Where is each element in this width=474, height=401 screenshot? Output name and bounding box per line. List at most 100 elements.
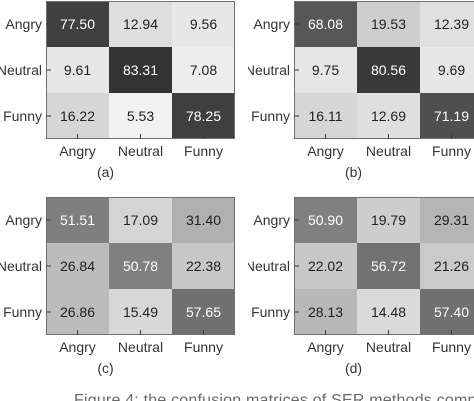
heatmap-b-cell-2-1 [357,93,420,139]
heatmap-a-col-label-2: Funny [184,143,223,159]
heatmap-d-value-0-1: 19.79 [371,212,406,228]
heatmap-a-cell-1-1 [109,47,172,93]
heatmap-c-cell-2-0 [46,289,109,335]
heatmap-c-cell-0-2 [172,197,235,243]
heatmap-a-col-label-0: Angry [59,143,96,159]
heatmap-a-panel-label: (a) [97,164,114,180]
heatmap-d-value-1-1: 56.72 [371,258,406,274]
heatmap-c-value-1-1: 50.78 [123,258,158,274]
heatmap-b-value-0-2: 12.39 [434,16,469,32]
heatmap-a-value-0-0: 77.50 [60,16,95,32]
confusion-matrix-a: 77.50 12.94 9.56 9.61 83.31 7.08 16.22 5.53 78.2… [0,0,237,190]
heatmap-b-value-2-1: 12.69 [371,108,406,124]
heatmap-a-value-0-2: 9.56 [190,16,217,32]
heatmap-d-svg: 50.90 19.79 29.31 22.02 56.72 21.26 28.13 14.48… [248,197,474,376]
heatmap-d-row-label-0: Angry [253,212,290,228]
confusion-matrix-d: 50.90 19.79 29.31 22.02 56.72 21.26 28.13 14.48… [248,196,474,386]
heatmap-b-cell-1-0 [294,47,357,93]
heatmap-a-cell-0-0 [46,1,109,47]
heatmap-a-row-label-0: Angry [5,16,42,32]
heatmap-a-cell-2-1 [109,93,172,139]
heatmap-d-value-2-1: 14.48 [371,304,406,320]
heatmap-c-value-2-1: 15.49 [123,304,158,320]
heatmap-a-value-0-1: 12.94 [123,16,158,32]
confusion-matrix-b: 68.08 19.53 12.39 9.75 80.56 9.69 16.11 12.69 71… [248,0,474,190]
heatmap-c-value-0-1: 17.09 [123,212,158,228]
heatmap-d-cell-1-2 [420,243,474,289]
heatmap-d-cell-0-1 [357,197,420,243]
heatmap-b-panel-label: (b) [345,164,362,180]
heatmap-a-value-2-1: 5.53 [127,108,154,124]
heatmap-b-cell-0-2 [420,1,474,47]
heatmap-c-cell-0-1 [109,197,172,243]
heatmap-c-panel-label: (c) [97,360,113,376]
heatmap-b-row-label-2: Funny [251,108,290,124]
heatmap-a-value-2-2: 78.25 [186,108,221,124]
heatmap-d-value-2-2: 57.40 [434,304,469,320]
heatmap-a-cell-1-0 [46,47,109,93]
heatmap-d-value-0-2: 29.31 [434,212,469,228]
heatmap-c-value-0-0: 51.51 [60,212,95,228]
heatmap-a-cell-0-1 [109,1,172,47]
heatmap-a-value-1-0: 9.61 [64,62,91,78]
heatmap-d-value-1-2: 21.26 [434,258,469,274]
heatmap-a-cell-2-2 [172,93,235,139]
heatmap-b-cell-1-2 [420,47,474,93]
heatmap-b-row-label-1: Neutral [248,62,290,78]
heatmap-b-cell-0-0 [294,1,357,47]
heatmap-b-row-label-0: Angry [253,16,290,32]
heatmap-d-col-label-1: Neutral [366,339,411,355]
heatmap-c-value-2-0: 26.86 [60,304,95,320]
heatmap-c-col-label-2: Funny [184,339,223,355]
heatmap-b-col-label-1: Neutral [366,143,411,159]
heatmap-b-col-label-0: Angry [307,143,344,159]
figure-caption-cut-off: Figure 4: the confusion matrices of SER … [74,392,474,401]
heatmap-c-row-label-1: Neutral [0,258,42,274]
heatmap-d-value-1-0: 22.02 [308,258,343,274]
heatmap-c-cell-2-2 [172,289,235,335]
heatmap-c-cell-2-1 [109,289,172,335]
heatmap-d-cell-1-1 [357,243,420,289]
heatmap-b-value-2-2: 71.19 [434,108,469,124]
heatmap-b-cell-1-1 [357,47,420,93]
heatmap-d-cell-2-2 [420,289,474,335]
heatmap-d-value-0-0: 50.90 [308,212,343,228]
heatmap-b-value-1-0: 9.75 [312,62,339,78]
heatmap-d-cell-0-0 [294,197,357,243]
heatmap-d-row-label-2: Funny [251,304,290,320]
heatmap-d-col-label-0: Angry [307,339,344,355]
heatmap-c-row-label-2: Funny [3,304,42,320]
heatmap-d-cell-2-1 [357,289,420,335]
heatmap-b-value-2-0: 16.11 [309,108,343,124]
heatmap-b-value-1-1: 80.56 [371,62,406,78]
heatmap-c-value-1-2: 22.38 [186,258,221,274]
heatmap-d-cell-1-0 [294,243,357,289]
heatmap-b-value-1-2: 9.69 [438,62,465,78]
heatmap-b-cell-0-1 [357,1,420,47]
heatmap-c-cell-1-0 [46,243,109,289]
heatmap-a-value-2-0: 16.22 [60,108,95,124]
heatmap-b-col-label-2: Funny [432,143,471,159]
heatmap-c-svg: 51.51 17.09 31.40 26.84 50.78 22.38 26.86 15.49… [0,197,235,376]
heatmap-b-svg: 68.08 19.53 12.39 9.75 80.56 9.69 16.11 12.69 71… [248,1,474,180]
heatmap-d-row-label-1: Neutral [248,258,290,274]
heatmap-b-value-0-1: 19.53 [371,16,406,32]
heatmap-c-value-0-2: 31.40 [186,212,221,228]
heatmap-c-cell-1-1 [109,243,172,289]
heatmap-a-svg: 77.50 12.94 9.56 9.61 83.31 7.08 16.22 5.53 78.2… [0,1,235,180]
confusion-matrix-c: 51.51 17.09 31.40 26.84 50.78 22.38 26.86 15.49… [0,196,237,386]
heatmap-d-col-label-2: Funny [432,339,471,355]
heatmap-c-col-label-1: Neutral [118,339,163,355]
heatmap-a-row-label-1: Neutral [0,62,42,78]
heatmap-a-row-label-2: Funny [3,108,42,124]
heatmap-a-value-1-1: 83.31 [123,62,158,78]
heatmap-c-cell-0-0 [46,197,109,243]
heatmap-a-cell-2-0 [46,93,109,139]
heatmap-a-value-1-2: 7.08 [190,62,217,78]
heatmap-b-value-0-0: 68.08 [308,16,343,32]
heatmap-a-cell-1-2 [172,47,235,93]
heatmap-d-value-2-0: 28.13 [308,304,343,320]
heatmap-d-cell-0-2 [420,197,474,243]
heatmap-d-panel-label: (d) [345,360,362,376]
heatmap-b-cell-2-2 [420,93,474,139]
